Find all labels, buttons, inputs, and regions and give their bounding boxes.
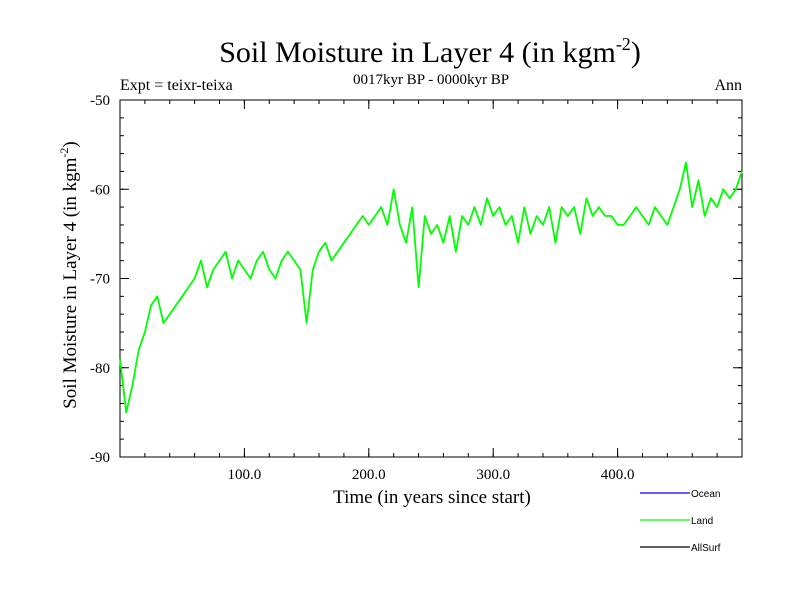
legend-label-land: Land [691,516,713,527]
series-line-land [119,161,743,414]
x-tick-label: 300.0 [476,467,510,483]
y-tick-label: -80 [90,361,110,377]
chart-title-close: ) [631,36,641,69]
plot-frame [119,99,743,458]
y-axis-label-main: Soil Moisture in Layer 4 (in kgm [60,157,81,408]
chart-title-sup: -2 [616,34,631,54]
series-layer [119,161,743,414]
x-axis-label: Time (in years since start) [333,487,531,508]
minor-ticks [120,100,742,457]
experiment-label: Expt = teixr-teixa [120,77,233,94]
y-tick-label: -50 [90,93,110,109]
chart-title: Soil Moisture in Layer 4 (in kgm-2) [219,34,641,69]
y-axis-label-close: ) [60,141,81,147]
y-tick-label: -70 [90,272,110,288]
y-axis-label: Soil Moisture in Layer 4 (in kgm-2) [57,141,81,409]
x-axis-ticks: 100.0 200.0 300.0 400.0 [228,100,635,483]
x-tick-label: 200.0 [352,467,386,483]
y-tick-label: -90 [90,450,110,466]
legend-label-allsurf: AllSurf [691,543,721,554]
chart-subtitle: 0017kyr BP - 0000kyr BP [353,72,509,88]
y-axis-label-sup: -2 [57,148,71,158]
x-tick-label: 100.0 [228,467,262,483]
x-tick-label: 400.0 [601,467,635,483]
legend: Ocean Land AllSurf [640,489,721,554]
season-label: Ann [714,77,742,94]
chart-title-main: Soil Moisture in Layer 4 (in kgm [219,36,616,69]
legend-label-ocean: Ocean [691,489,720,500]
y-axis-ticks: -90 -80 -70 -60 -50 [90,93,742,466]
y-tick-label: -60 [90,182,110,198]
